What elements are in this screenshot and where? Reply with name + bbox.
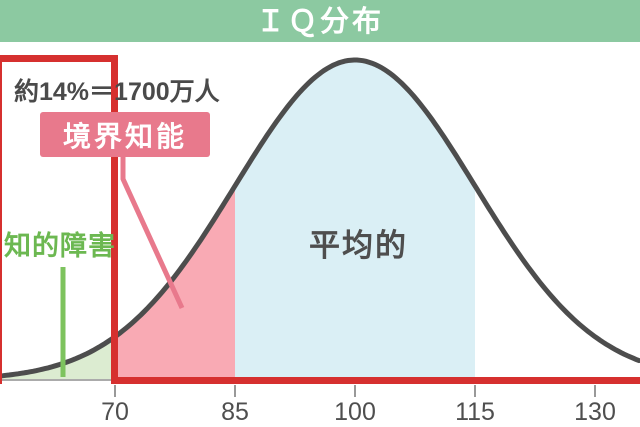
- x-axis-tick-labels: 70 85 100 115 130: [101, 398, 616, 426]
- red-highlight-box: [0, 55, 118, 384]
- axis-tick-label: 85: [221, 398, 249, 426]
- region-fill: [235, 60, 475, 380]
- stat-annotation: 約14%＝1700万人: [14, 78, 220, 106]
- axis-tick-label: 130: [574, 398, 616, 426]
- highlight-underline: [111, 377, 640, 384]
- intellectual-disability-label: 知的障害: [4, 231, 116, 261]
- x-axis-ticks: [114, 385, 596, 397]
- borderline-pointer-line: [120, 157, 185, 310]
- borderline-intelligence-label: 境界知能: [40, 112, 210, 157]
- axis-tick-label: 100: [334, 398, 376, 426]
- header-bar: ＩＱ分布: [0, 0, 640, 42]
- axis-tick-label: 115: [455, 398, 495, 426]
- region-fill: [0, 336, 115, 380]
- average-region-label: 平均的: [309, 228, 408, 263]
- axis-tick-label: 70: [101, 398, 129, 426]
- page-title: ＩＱ分布: [255, 5, 384, 38]
- bell-curve: [0, 57, 640, 379]
